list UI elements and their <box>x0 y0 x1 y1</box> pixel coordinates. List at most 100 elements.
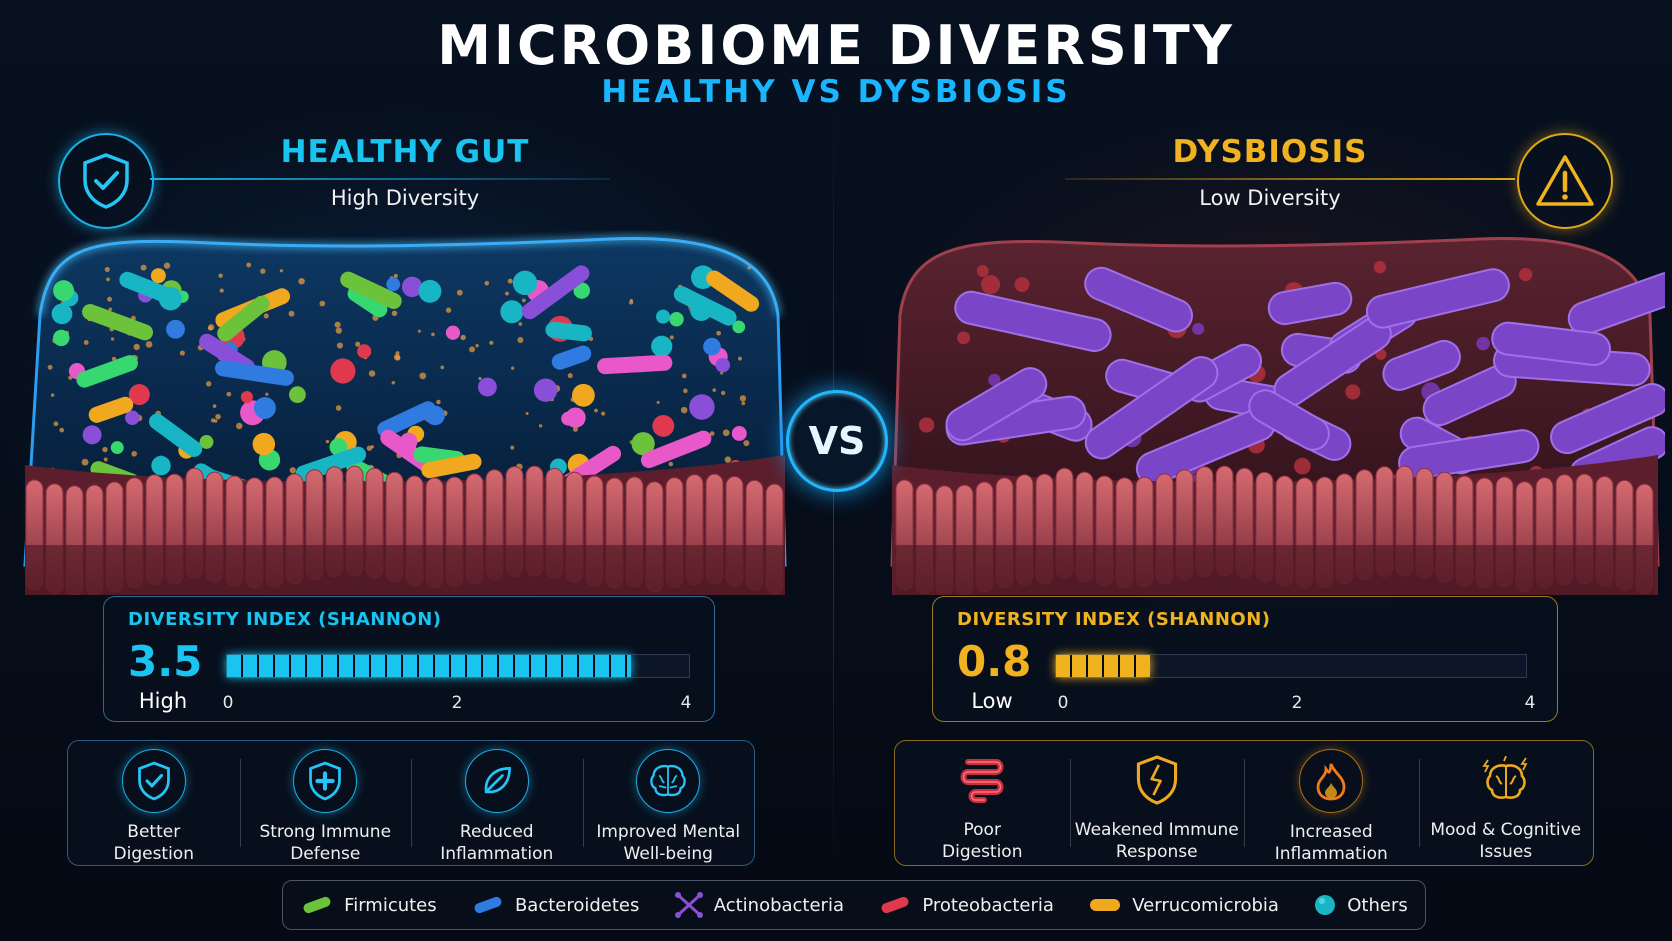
coccus-bacterium <box>82 425 102 445</box>
particle <box>747 266 751 270</box>
particle <box>419 372 427 380</box>
coccus-bacterium <box>703 337 721 356</box>
particle <box>518 322 523 326</box>
particle <box>525 411 529 416</box>
bacteria-legend: Firmicutes Bacteroidetes Actinobacteria … <box>282 880 1426 930</box>
coccus-bacterium <box>357 344 372 359</box>
brain-lightning-icon <box>1475 749 1537 811</box>
coccus-bacterium <box>477 377 497 397</box>
coccus-bacterium <box>1518 267 1533 282</box>
coccus-bacterium <box>110 441 124 455</box>
particle <box>743 440 750 447</box>
particle <box>107 296 112 302</box>
particle <box>334 321 341 328</box>
particle <box>507 278 513 284</box>
coccus-bacterium <box>652 415 675 437</box>
coccus-bacterium <box>253 397 276 419</box>
rod-bacterium <box>1267 281 1353 326</box>
legend-label: Others <box>1347 894 1408 916</box>
effect-label-2: Issues <box>1479 842 1533 862</box>
particle <box>460 334 466 341</box>
dysbiosis-index-label: DIVERSITY INDEX (SHANNON) <box>957 609 1271 630</box>
legend-label: Bacteroidetes <box>514 894 640 916</box>
rod-bacterium <box>1398 429 1540 480</box>
particle <box>395 355 401 361</box>
shield-check-icon <box>121 749 186 813</box>
effect-label-1: Increased <box>1289 822 1373 842</box>
coccus-bacterium <box>125 410 140 425</box>
particle <box>440 365 445 370</box>
tissue-base <box>25 545 785 595</box>
coccus-bacterium <box>651 335 673 357</box>
healthy-gut-illustration <box>23 235 787 595</box>
particle <box>716 330 722 336</box>
dysbiosis-tick-2: 2 <box>1291 693 1303 713</box>
particle <box>260 268 266 274</box>
particle <box>445 307 452 313</box>
coccus-bacterium <box>689 394 715 420</box>
benefit-label-1: Reduced <box>459 822 534 842</box>
benefit-strong-immune-defense: Strong Immune Defense <box>239 741 412 865</box>
particle <box>668 461 674 467</box>
coccus-bacterium <box>53 280 75 302</box>
coccus-icon <box>1315 895 1336 915</box>
coccus-bacterium <box>1345 384 1361 400</box>
coccus-bacterium <box>330 358 356 384</box>
coccus-bacterium <box>150 268 166 284</box>
benefit-label-2: Well-being <box>623 844 713 864</box>
rod-bacterium <box>945 367 1048 442</box>
rod-bacterium <box>706 270 760 312</box>
dysbiosis-badge <box>1517 133 1613 229</box>
particle <box>215 413 221 420</box>
healthy-villi <box>25 465 785 595</box>
dysbiosis-index-value: 0.8 <box>957 637 1032 686</box>
coccus-bacterium <box>988 373 1001 387</box>
particle <box>510 445 515 450</box>
legend-label: Firmicutes <box>344 894 437 916</box>
coccus-bacterium <box>53 329 70 347</box>
particle <box>680 406 688 414</box>
legend-item-others: Others <box>1313 893 1408 917</box>
coccus-bacterium <box>918 417 935 433</box>
particle <box>709 431 715 436</box>
particle <box>601 411 606 416</box>
particle <box>722 429 730 437</box>
effect-poor-digestion: Poor Digestion <box>895 741 1070 865</box>
rod-bacterium <box>347 285 388 318</box>
rod-bacterium <box>1382 339 1461 391</box>
particle <box>59 427 65 433</box>
legend-item-actinobacteria: Actinobacteria <box>674 891 844 919</box>
coccus-bacterium <box>1373 260 1387 274</box>
effect-mood-cognitive-issues: Mood & Cognitive Issues <box>1418 741 1594 865</box>
legend-item-verrucomicrobia: Verrucomicrobia <box>1088 895 1279 916</box>
coccus-bacterium <box>500 300 524 324</box>
healthy-index-level: High <box>138 689 188 713</box>
rod-bacterium <box>954 290 1112 352</box>
coccus-bacterium <box>289 386 306 404</box>
particle <box>505 291 509 296</box>
coccus-bacterium <box>1294 457 1311 475</box>
effect-label-2: Digestion <box>942 842 1023 862</box>
coccus-bacterium <box>240 391 253 404</box>
coccus-bacterium <box>386 277 401 292</box>
healthy-badge <box>58 133 154 229</box>
effect-label-1: Weakened Immune <box>1074 820 1239 840</box>
brain-icon <box>636 749 701 813</box>
particle <box>288 310 295 317</box>
flame-icon <box>1299 749 1364 813</box>
particle <box>289 467 296 474</box>
particle <box>104 266 110 272</box>
rod-bacteria-icon <box>881 896 909 914</box>
dysbiosis-title: DYSBIOSIS <box>1172 134 1368 170</box>
coccus-bacterium <box>128 384 150 406</box>
coccus-bacterium <box>1014 277 1030 292</box>
particle <box>724 456 732 463</box>
particle <box>395 351 400 356</box>
rod-bacterium <box>1365 268 1510 329</box>
particle <box>140 264 147 271</box>
particle <box>83 340 89 345</box>
particle <box>521 298 526 303</box>
coccus-bacterium <box>656 309 671 324</box>
particle <box>370 445 375 449</box>
particle <box>279 269 284 273</box>
